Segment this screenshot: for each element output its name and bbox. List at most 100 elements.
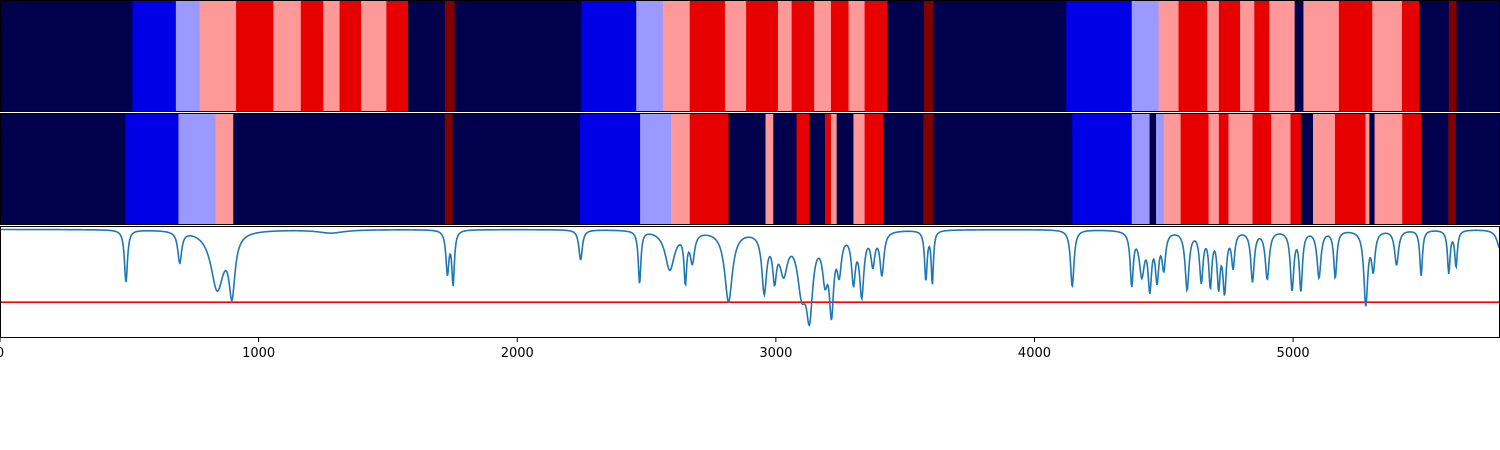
heatmap-cell: [848, 0, 865, 112]
heatmap-track-top: [0, 0, 1500, 112]
heatmap-cell: [1207, 0, 1220, 112]
heatmap-cell: [1163, 113, 1181, 225]
heatmap-cell: [175, 0, 201, 112]
heatmap-cell: [689, 0, 726, 112]
heatmap-cell: [444, 0, 456, 112]
heatmap-cell: [728, 113, 766, 225]
heatmap-cell: [1131, 0, 1160, 112]
heatmap-cell: [1421, 113, 1449, 225]
heatmap-cell: [671, 113, 691, 225]
heatmap-cell: [215, 113, 234, 225]
heatmap-cell: [1372, 0, 1403, 112]
heatmap-cell: [454, 0, 582, 112]
heatmap-cell: [339, 0, 362, 112]
heatmap-cell: [1335, 113, 1366, 225]
heatmap-cell: [1374, 113, 1403, 225]
heatmap-cell: [662, 0, 691, 112]
heatmap-cell: [724, 0, 747, 112]
heatmap-cell: [1456, 113, 1500, 225]
heatmap-cell: [1180, 113, 1209, 225]
heatmap-cell: [1271, 113, 1291, 225]
heatmap-cell: [323, 0, 340, 112]
heatmap-cell: [273, 0, 302, 112]
series-line: [0, 228, 1500, 327]
heatmap-cell: [1218, 113, 1229, 225]
heatmap-cell: [581, 0, 637, 112]
heatmap-cell: [1240, 0, 1255, 112]
heatmap-cell: [825, 113, 832, 225]
heatmap-cell: [0, 113, 126, 225]
heatmap-cell: [1178, 0, 1208, 112]
heatmap-track-middle: [0, 113, 1500, 225]
heatmap-cell: [830, 113, 838, 225]
x-axis: 0 1000 2000 3000 4000 5000: [0, 338, 1310, 361]
heatmap-cell: [1228, 113, 1253, 225]
heatmap-cell: [814, 0, 832, 112]
heatmap-cell: [746, 0, 779, 112]
heatmap-cell: [887, 0, 925, 112]
heatmap-cell: [830, 0, 849, 112]
heatmap-cell: [1419, 0, 1450, 112]
x-tick-label: 5000: [1277, 346, 1310, 361]
heatmap-cell: [1208, 113, 1220, 225]
x-tick-label: 2000: [501, 346, 534, 361]
heatmap-cell: [236, 0, 274, 112]
heatmap-cell: [300, 0, 324, 112]
heatmap-cell: [1290, 113, 1302, 225]
heatmap-cell: [1294, 0, 1304, 112]
heatmap-cell: [836, 113, 854, 225]
heatmap-cell: [933, 0, 1067, 112]
heatmap-cell: [444, 113, 453, 225]
heatmap-cell: [1448, 113, 1457, 225]
heatmap-cell: [864, 0, 888, 112]
heatmap-cell: [579, 113, 641, 225]
heatmap-cell: [0, 0, 133, 112]
heatmap-cell: [233, 113, 446, 225]
heatmap-cell: [777, 0, 793, 112]
heatmap-cell: [933, 113, 1073, 225]
heatmap-cell: [1156, 113, 1165, 225]
heatmap-cell: [1402, 113, 1423, 225]
heatmap-cell: [1252, 113, 1272, 225]
heatmap-cell: [1338, 0, 1373, 112]
heatmap-cell: [1066, 0, 1133, 112]
heatmap-cell: [1218, 0, 1241, 112]
heatmap-cell: [640, 113, 672, 225]
heatmap-cell: [1072, 113, 1133, 225]
heatmap-cell: [1300, 113, 1314, 225]
heatmap-cell: [1131, 113, 1150, 225]
heatmap-cell: [809, 113, 826, 225]
heatmap-cell: [1369, 113, 1375, 225]
heatmap-cell: [864, 113, 884, 225]
heatmap-cell: [924, 0, 935, 112]
heatmap-cell: [1401, 0, 1420, 112]
heatmap-cell: [765, 113, 774, 225]
line-panel-background: [0, 226, 1500, 338]
heatmap-cell: [361, 0, 387, 112]
heatmap-cell: [1303, 0, 1340, 112]
heatmap-cell: [923, 113, 935, 225]
heatmap-cell: [636, 0, 664, 112]
heatmap-cell: [689, 113, 729, 225]
heatmap-cell: [1158, 0, 1179, 112]
heatmap-cell: [1269, 0, 1296, 112]
heatmap-cell: [853, 113, 865, 225]
x-tick-label: 3000: [759, 346, 792, 361]
heatmap-cell: [1456, 0, 1500, 112]
heatmap-cell: [1313, 113, 1336, 225]
heatmap-cell: [773, 113, 797, 225]
heatmap-cell: [452, 113, 581, 225]
x-tick-label: 1000: [242, 346, 275, 361]
x-tick-label: 4000: [1018, 346, 1051, 361]
heatmap-cell: [1365, 113, 1370, 225]
heatmap-cell: [178, 113, 216, 225]
heatmap-cell: [132, 0, 177, 112]
heatmap-cell: [386, 0, 409, 112]
x-tick-label: 0: [0, 346, 4, 361]
heatmap-cell: [796, 113, 810, 225]
heatmap-cell: [199, 0, 237, 112]
heatmap-cell: [883, 113, 924, 225]
heatmap-cell: [125, 113, 179, 225]
line-panel: [0, 226, 1500, 338]
